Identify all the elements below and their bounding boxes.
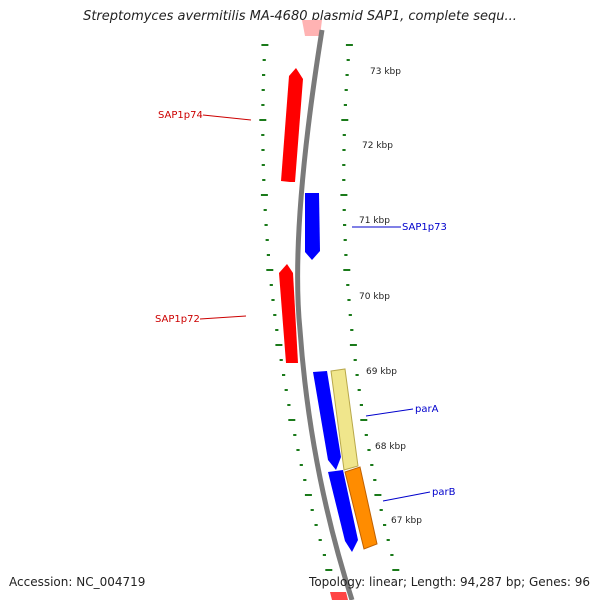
partition-feature-b [344, 466, 378, 550]
scale-label-72kbp: 72 kbp [362, 141, 393, 151]
plasmid-backbone [295, 29, 355, 600]
scale-label-69kbp: 69 kbp [366, 367, 397, 377]
accession-text: Accession: NC_004719 [9, 575, 146, 589]
map-title: Streptomyces avermitilis MA-4680 plasmid… [83, 9, 517, 24]
gene-sap1p74-arrow[interactable] [281, 68, 303, 182]
topology-text: Topology: linear; Length: 94,287 bp; Gen… [309, 575, 590, 589]
scale-ticks-right [340, 44, 400, 571]
bottom-feature-stub [330, 592, 348, 600]
gene-parb-leader [382, 491, 431, 502]
scale-ticks-left [259, 44, 333, 571]
gene-para-arrow[interactable] [313, 371, 341, 470]
gene-sap1p72-leader [199, 315, 247, 320]
gene-sap1p74-leader [202, 114, 252, 121]
partition-feature-a [330, 368, 359, 471]
gene-sap1p72-arrow[interactable] [279, 264, 298, 363]
gene-parb-arrow[interactable] [328, 470, 358, 552]
gene-sap1p73-label[interactable]: SAP1p73 [402, 222, 447, 233]
scale-label-71kbp: 71 kbp [359, 216, 390, 226]
gene-para-leader [365, 408, 414, 417]
scale-label-68kbp: 68 kbp [375, 442, 406, 452]
scale-label-67kbp: 67 kbp [391, 516, 422, 526]
gene-parb-label[interactable]: parB [432, 487, 456, 498]
gene-sap1p73-arrow[interactable] [305, 193, 320, 260]
gene-sap1p72-label[interactable]: SAP1p72 [155, 314, 200, 325]
gene-para-label[interactable]: parA [415, 404, 439, 415]
scale-label-73kbp: 73 kbp [370, 67, 401, 77]
scale-label-70kbp: 70 kbp [359, 292, 390, 302]
gene-sap1p74-label[interactable]: SAP1p74 [158, 110, 203, 121]
top-feature-stub [302, 20, 322, 36]
